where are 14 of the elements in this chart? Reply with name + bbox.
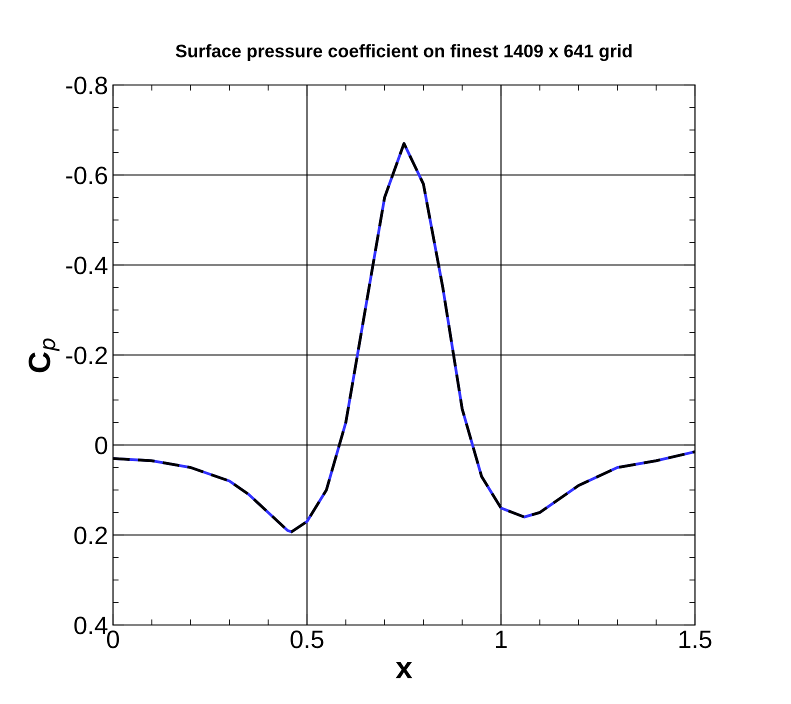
- y-tick-label: -0.8: [66, 76, 108, 94]
- y-tick-label: 0.2: [74, 526, 107, 544]
- x-tick-label: 0.5: [290, 630, 324, 648]
- x-axis-title: x: [396, 662, 412, 678]
- y-axis-title: C$_{p}$: [28, 338, 60, 372]
- y-tick-label: -0.2: [66, 346, 107, 364]
- x-tick-label: 1: [496, 630, 507, 648]
- y-tick-label: -0.4: [66, 256, 108, 274]
- x-tick-label: 0: [107, 630, 119, 648]
- x-tick-label: 1.5: [680, 630, 712, 648]
- y-tick-label: 0: [95, 436, 108, 454]
- chart-title: Surface pressure coefficient on finest 1409 x 641 grid: [176, 44, 632, 62]
- y-tick-label: -0.6: [66, 166, 108, 184]
- y-tick-label: 0.4: [74, 616, 108, 634]
